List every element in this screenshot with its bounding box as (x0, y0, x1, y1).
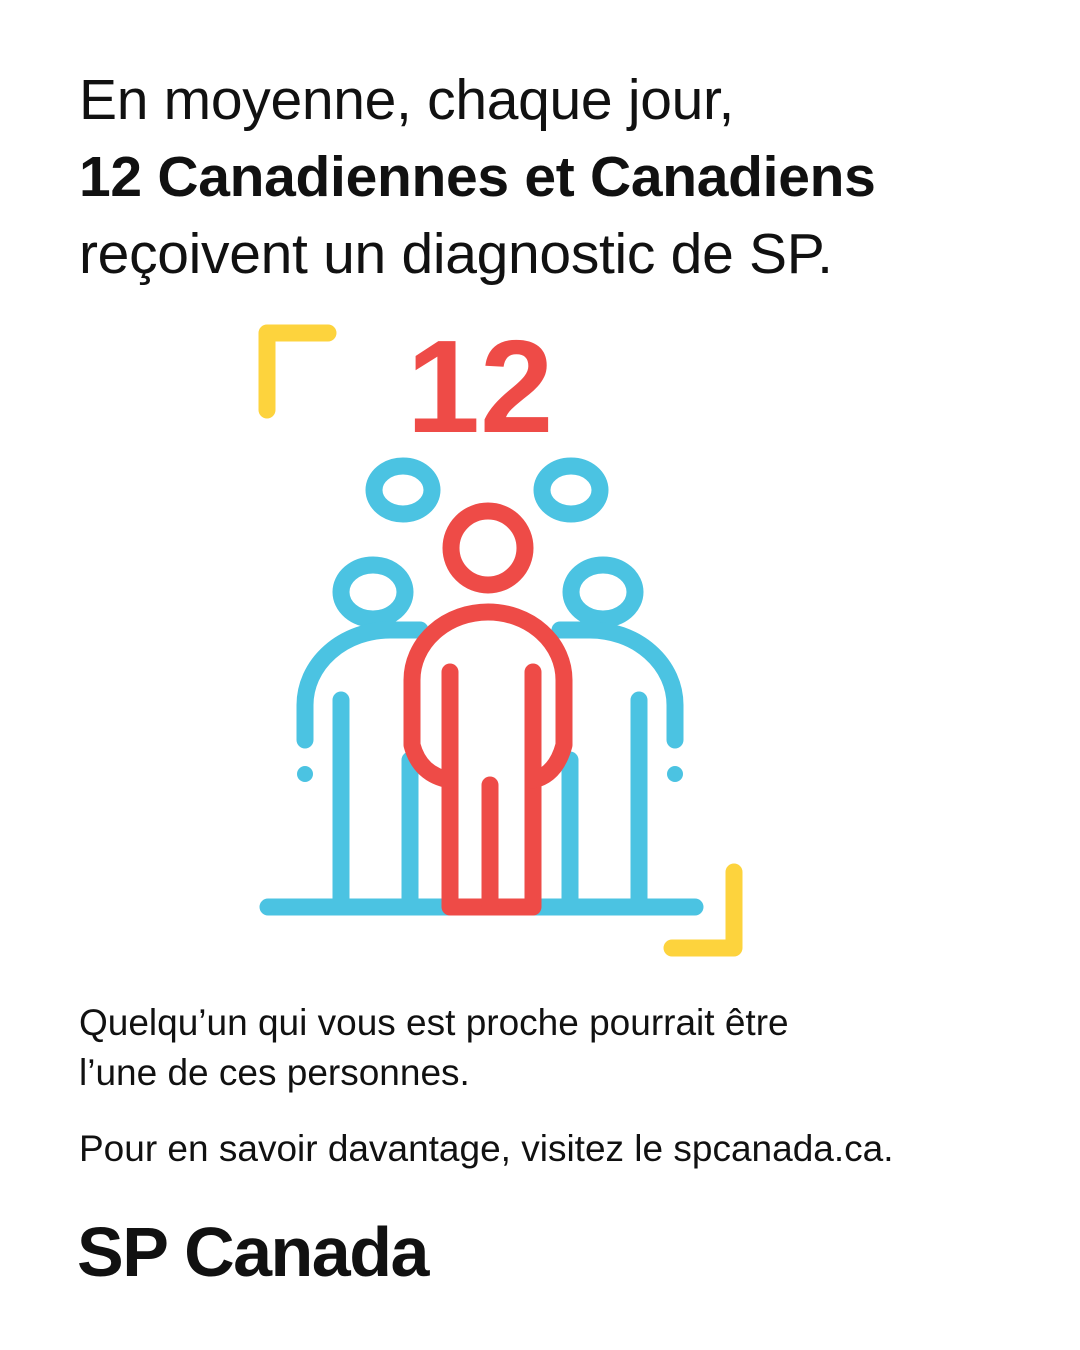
corner-bracket-bottom-right (663, 863, 743, 957)
people-illustration: 12 (258, 320, 743, 957)
body-line-2: l’une de ces personnes. (79, 1052, 470, 1093)
headline-line-3: reçoivent un diagnostic de SP. (79, 222, 833, 286)
body-paragraph: Quelqu’un qui vous est proche pourrait ê… (79, 998, 789, 1098)
headline: En moyenne, chaque jour, 12 Canadiennes … (79, 62, 876, 293)
call-to-action: Pour en savoir davantage, visitez le spc… (79, 1128, 894, 1169)
red-person-icon (403, 502, 573, 916)
body-line-1: Quelqu’un qui vous est proche pourrait ê… (79, 1002, 789, 1043)
corner-bracket-top-left (258, 324, 337, 419)
headline-line-1: En moyenne, chaque jour, (79, 68, 735, 132)
headline-line-2: 12 Canadiennes et Canadiens (79, 145, 876, 209)
sp-canada-logo: SP Canada (77, 1213, 429, 1291)
big-number: 12 (407, 320, 554, 460)
